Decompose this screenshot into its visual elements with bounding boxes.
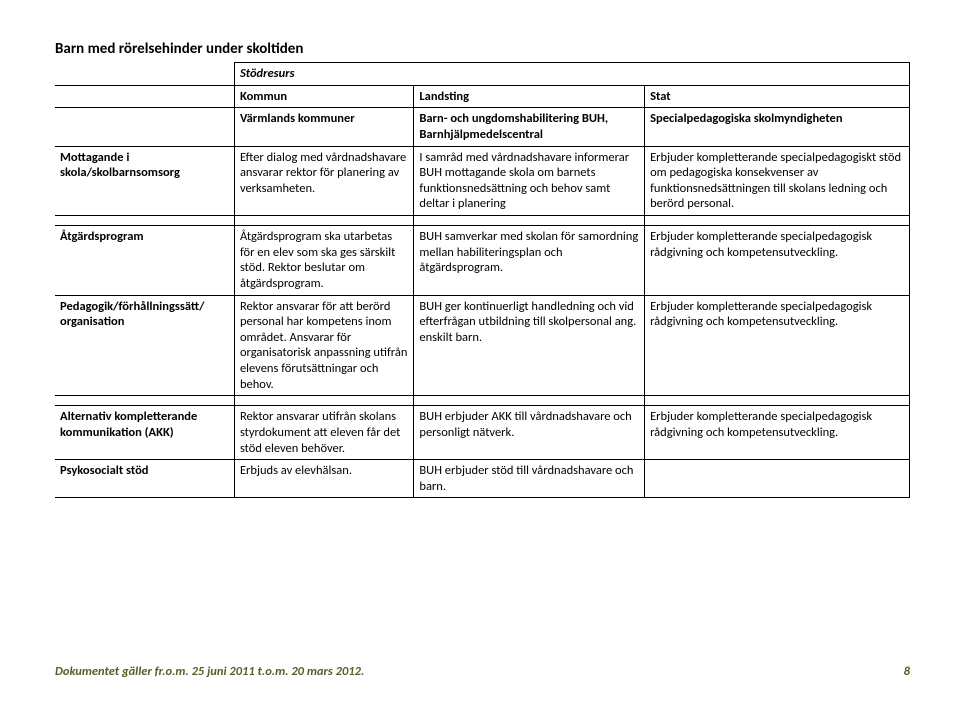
row-label: Pedagogik/förhållningssätt/ organisation — [55, 295, 234, 396]
col-sub-landsting: Barn- och ungdomshabilitering BUH, Barnh… — [414, 108, 645, 146]
cell: BUH erbjuder AKK till vårdnadshavare och… — [414, 406, 645, 460]
blank-cell — [55, 85, 234, 108]
col-header-stat: Stat — [645, 85, 910, 108]
cell — [645, 460, 910, 498]
cell: Erbjuder kompletterande specialpedagogis… — [645, 295, 910, 396]
cell: Erbjuder kompletterande specialpedagogis… — [645, 226, 910, 296]
cell: BUH erbjuder stöd till vårdnadshavare oc… — [414, 460, 645, 498]
cell: BUH ger kontinuerligt handledning och vi… — [414, 295, 645, 396]
col-sub-kommun: Värmlands kommuner — [234, 108, 413, 146]
table-row: Alternativ kompletterande kommunikation … — [55, 406, 910, 460]
cell: Erbjuder kompletterande specialpedagogis… — [645, 146, 910, 216]
header-super: Stödresurs — [234, 63, 909, 86]
table-row: Pedagogik/förhållningssätt/ organisation… — [55, 295, 910, 396]
main-table: Stödresurs Kommun Landsting Stat Värmlan… — [55, 62, 910, 498]
cell: Erbjuds av elevhälsan. — [234, 460, 413, 498]
table-row: Åtgärdsprogram Åtgärdsprogram ska utarbe… — [55, 226, 910, 296]
row-label: Mottagande i skola/skolbarnsomsorg — [55, 146, 234, 216]
col-sub-stat: Specialpedagogiska skolmyndigheten — [645, 108, 910, 146]
table-row: Mottagande i skola/skolbarnsomsorg Efter… — [55, 146, 910, 216]
cell: Rektor ansvarar för att berörd personal … — [234, 295, 413, 396]
cell: Efter dialog med vårdnadshavare ansvarar… — [234, 146, 413, 216]
spacer-row — [55, 396, 910, 406]
document-title: Barn med rörelsehinder under skoltiden — [55, 40, 910, 58]
page-number: 8 — [904, 664, 910, 679]
blank-cell — [55, 108, 234, 146]
cell: Erbjuder kompletterande specialpedagogis… — [645, 406, 910, 460]
blank-cell — [55, 63, 234, 86]
col-header-kommun: Kommun — [234, 85, 413, 108]
footer-text: Dokumentet gäller fr.o.m. 25 juni 2011 t… — [55, 664, 364, 679]
cell: I samråd med vårdnadshavare informerar B… — [414, 146, 645, 216]
spacer-row — [55, 216, 910, 226]
page-footer: Dokumentet gäller fr.o.m. 25 juni 2011 t… — [55, 664, 910, 679]
table-row: Psykosocialt stöd Erbjuds av elevhälsan.… — [55, 460, 910, 498]
cell: Åtgärdsprogram ska utarbetas för en elev… — [234, 226, 413, 296]
row-label: Psykosocialt stöd — [55, 460, 234, 498]
col-header-landsting: Landsting — [414, 85, 645, 108]
row-label: Alternativ kompletterande kommunikation … — [55, 406, 234, 460]
cell: Rektor ansvarar utifrån skolans styrdoku… — [234, 406, 413, 460]
cell: BUH samverkar med skolan för samordning … — [414, 226, 645, 296]
row-label: Åtgärdsprogram — [55, 226, 234, 296]
